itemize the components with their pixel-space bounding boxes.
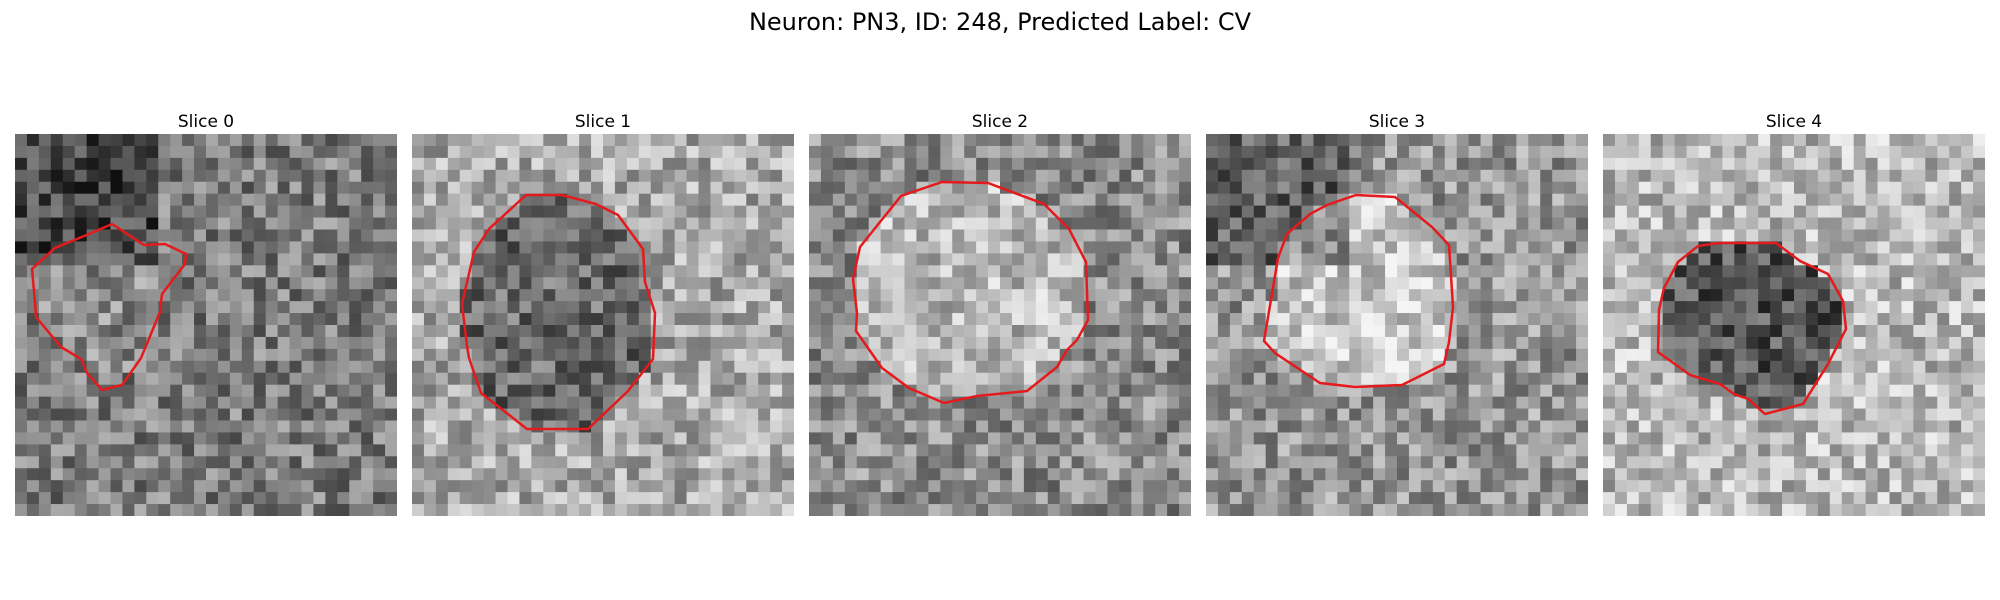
slice-title-4: Slice 4 xyxy=(1765,112,1823,132)
slice-panel-3: Slice 3 xyxy=(1206,111,1588,516)
slice-title-3: Slice 3 xyxy=(1368,112,1426,132)
slice-image-1 xyxy=(412,134,794,516)
slice-title-2: Slice 2 xyxy=(971,112,1029,132)
pixel-grid xyxy=(1603,134,1985,516)
slice-panel-0: Slice 0 xyxy=(15,111,397,516)
segmentation-contour xyxy=(1656,241,1848,416)
slice-panel-1: Slice 1 xyxy=(412,111,794,516)
slice-image-4 xyxy=(1603,134,1985,516)
pixel-grid xyxy=(1206,134,1588,516)
pixel-grid xyxy=(412,134,794,516)
figure-title: Neuron: PN3, ID: 248, Predicted Label: C… xyxy=(748,8,1252,36)
slice-panel-4: Slice 4 xyxy=(1603,111,1985,516)
segmentation-contour xyxy=(460,193,657,431)
slice-title-1: Slice 1 xyxy=(574,112,632,132)
pixel-grid xyxy=(809,134,1191,516)
slice-image-0 xyxy=(15,134,397,516)
segmentation-contour xyxy=(1262,193,1455,389)
slice-image-2 xyxy=(809,134,1191,516)
slice-title-0: Slice 0 xyxy=(177,112,235,132)
slice-image-3 xyxy=(1206,134,1588,516)
slice-panel-2: Slice 2 xyxy=(809,111,1191,516)
segmentation-contour xyxy=(851,180,1090,405)
segmentation-contour xyxy=(30,222,188,392)
pixel-grid xyxy=(15,134,397,516)
